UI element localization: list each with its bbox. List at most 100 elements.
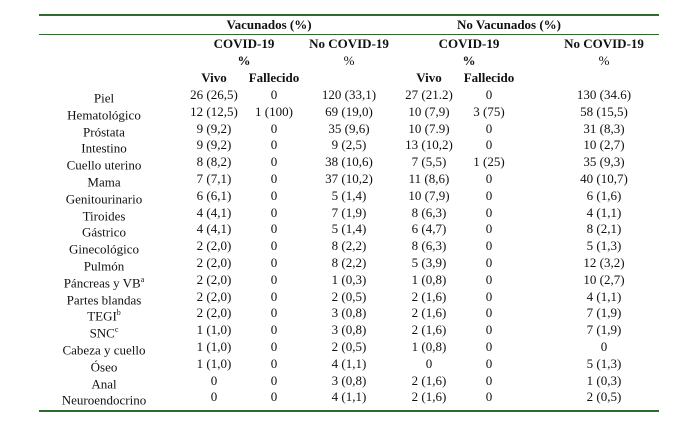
cell-vac-vivo: 6 (6,1) — [196, 187, 232, 203]
subheader-vac-nocovid-pct: % — [343, 53, 355, 68]
cell-vac-fallecido: 0 — [270, 322, 278, 338]
table-row: Anal 0 0 3 (0,8) 2 (1,6) 0 1 (0,3) — [39, 372, 659, 391]
cell-vac-fallecido: 0 — [270, 305, 278, 321]
table-row: SNCc 1 (1,0) 0 3 (0,8) 2 (1,6) 0 7 (1,9) — [39, 322, 659, 341]
cell-vac-vivo: 4 (4,1) — [196, 221, 232, 237]
cell-novac-vivo: 2 (1,6) — [411, 389, 447, 405]
table-row: Cuello uterino 8 (8,2) 0 38 (10,6) 7 (5,… — [39, 154, 659, 173]
cell-novac-fallecido: 0 — [485, 271, 493, 287]
cell-vac-nocovid: 4 (1,1) — [331, 355, 367, 371]
cell-novac-vivo: 27 (21.2) — [405, 87, 453, 102]
row-label: Gástrico — [81, 224, 127, 240]
cell-vac-nocovid: 3 (0,8) — [331, 372, 367, 388]
table-row: Cabeza y cuello 1 (1,0) 0 2 (0,5) 1 (0,8… — [39, 339, 659, 358]
subheader-novac-nocovid: No COVID-19 — [564, 36, 644, 51]
cell-novac-fallecido: 0 — [485, 221, 493, 237]
cell-vac-vivo: 4 (4,1) — [196, 204, 232, 220]
cell-novac-vivo: 10 (7,9) — [408, 187, 450, 203]
cell-vac-vivo: 2 (2,0) — [196, 288, 232, 304]
cell-novac-nocovid: 10 (2,7) — [583, 137, 625, 153]
cell-novac-nocovid: 7 (1,9) — [586, 322, 622, 338]
subheader-vac-vivo: Vivo — [201, 70, 227, 85]
cell-vac-nocovid: 2 (0,5) — [331, 288, 367, 304]
cell-vac-fallecido: 0 — [270, 271, 278, 287]
cell-vac-vivo: 8 (8,2) — [196, 154, 232, 170]
table-row: Ginecológico 2 (2,0) 0 8 (2,2) 8 (6,3) 0… — [39, 238, 659, 256]
cell-novac-fallecido: 1 (25) — [473, 154, 505, 170]
cell-vac-nocovid: 120 (33,1) — [321, 87, 377, 102]
cell-novac-fallecido: 0 — [485, 137, 493, 153]
table-row: Gástrico 4 (4,1) 0 5 (1,4) 6 (4,7) 0 8 (… — [39, 221, 659, 240]
table-row: Partes blandas 2 (2,0) 0 2 (0,5) 2 (1,6)… — [39, 288, 659, 307]
row-label: Anal — [91, 375, 117, 391]
table-row: Genitourinario 6 (6,1) 0 5 (1,4) 10 (7,9… — [39, 187, 659, 207]
cell-vac-fallecido: 0 — [270, 288, 278, 304]
cell-novac-nocovid: 6 (1,6) — [586, 187, 622, 203]
cell-novac-fallecido: 0 — [485, 204, 493, 220]
row-label: SNCc — [89, 325, 119, 341]
cell-novac-nocovid: 35 (9,3) — [583, 154, 625, 170]
table-group-rule — [39, 34, 659, 35]
subheader-vac-fallecido: Fallecido — [248, 70, 300, 85]
cell-novac-nocovid: 5 (1,3) — [586, 355, 622, 371]
table-row: Mama 7 (7,1) 0 37 (10,2) 11 (8,6) 0 40 (… — [39, 171, 659, 190]
cell-novac-nocovid: 31 (8,3) — [583, 120, 625, 136]
cell-vac-nocovid: 5 (1,4) — [331, 221, 367, 237]
cell-novac-nocovid: 12 (3,2) — [583, 255, 625, 270]
cell-novac-nocovid: 2 (0,5) — [586, 389, 622, 405]
cell-novac-nocovid: 5 (1,3) — [586, 238, 622, 254]
cell-novac-nocovid: 0 — [600, 339, 608, 354]
cell-novac-fallecido: 0 — [485, 322, 493, 338]
cell-novac-nocovid: 4 (1,1) — [586, 288, 622, 304]
cell-novac-fallecido: 0 — [485, 305, 493, 321]
cell-novac-vivo: 10 (7.9) — [408, 120, 450, 136]
table-row: Próstata 9 (9,2) 0 35 (9,6) 10 (7.9) 0 3… — [39, 120, 659, 139]
cell-vac-vivo: 0 — [210, 372, 218, 388]
cell-vac-nocovid: 38 (10,6) — [325, 154, 373, 170]
cell-vac-fallecido: 0 — [270, 137, 278, 153]
table-row: Óseo 1 (1,0) 0 4 (1,1) 0 0 5 (1,3) — [39, 355, 659, 375]
table-row: Pulmón 2 (2,0) 0 8 (2,2) 5 (3,9) 0 12 (3… — [39, 255, 659, 274]
cell-vac-vivo: 26 (26,5) — [190, 87, 238, 102]
table-row: TEGIb 2 (2,0) 0 3 (0,8) 2 (1,6) 0 7 (1,9… — [39, 305, 659, 323]
cell-vac-vivo: 9 (9,2) — [196, 120, 232, 136]
cell-novac-vivo: 2 (1,6) — [411, 305, 447, 321]
cell-novac-nocovid: 40 (10,7) — [580, 171, 628, 186]
row-label: Mama — [87, 174, 121, 190]
row-label: Cabeza y cuello — [62, 342, 146, 358]
row-label: Cuello uterino — [66, 157, 142, 173]
cell-novac-vivo: 8 (6,3) — [411, 204, 447, 220]
row-label: Hematológico — [67, 107, 141, 123]
cell-novac-vivo: 2 (1,6) — [411, 372, 447, 388]
cell-novac-vivo: 7 (5,5) — [411, 154, 447, 170]
cell-vac-fallecido: 0 — [270, 154, 278, 170]
cell-vac-fallecido: 0 — [270, 171, 278, 186]
cell-vac-vivo: 1 (1,0) — [196, 355, 232, 371]
cell-vac-vivo: 0 — [210, 389, 218, 405]
cell-vac-fallecido: 0 — [270, 255, 278, 270]
cell-novac-vivo: 1 (0,8) — [411, 339, 447, 354]
cell-vac-fallecido: 0 — [270, 87, 278, 102]
table-row: Neuroendocrino 0 0 4 (1,1) 2 (1,6) 0 2 (… — [39, 389, 659, 407]
cell-novac-nocovid: 8 (2,1) — [586, 221, 622, 237]
row-label: Tiroides — [82, 207, 126, 223]
cell-vac-nocovid: 9 (2,5) — [331, 137, 367, 153]
cell-novac-vivo: 1 (0,8) — [411, 271, 447, 287]
cell-vac-fallecido: 0 — [270, 221, 278, 237]
table-row: Tiroides 4 (4,1) 0 7 (1,9) 8 (6,3) 0 4 (… — [39, 204, 659, 223]
cell-novac-fallecido: 0 — [485, 288, 493, 304]
row-label: Pulmón — [83, 258, 125, 274]
cell-vac-vivo: 1 (1,0) — [196, 322, 232, 338]
cell-vac-vivo: 9 (9,2) — [196, 137, 232, 153]
subheader-novac-fallecido: Fallecido — [463, 70, 515, 85]
group-header-no-vacunados: No Vacunados (%) — [456, 17, 562, 32]
subheader-novac-vivo: Vivo — [416, 70, 442, 85]
table-bottom-rule — [39, 410, 659, 412]
row-label: Óseo — [90, 359, 118, 375]
cell-vac-fallecido: 0 — [270, 355, 278, 371]
cell-novac-fallecido: 0 — [485, 372, 493, 388]
cell-novac-fallecido: 0 — [485, 355, 493, 371]
cell-novac-vivo: 11 (8,6) — [408, 171, 450, 186]
table-row: Páncreas y VBa 2 (2,0) 0 1 (0,3) 1 (0,8)… — [39, 271, 659, 290]
row-label: Genitourinario — [65, 191, 143, 207]
